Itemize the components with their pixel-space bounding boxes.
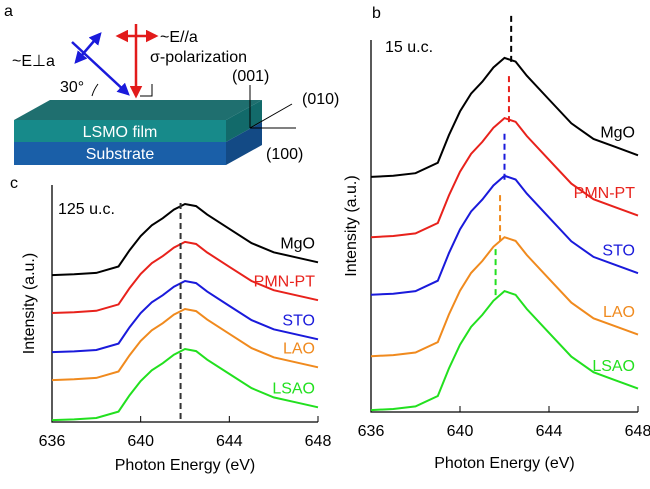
spectrum-line [51, 279, 319, 354]
axis-label: (001) [232, 68, 269, 85]
film-layer [14, 120, 226, 142]
spectrum-line [51, 347, 319, 422]
x-axis-label: Photon Energy (eV) [434, 455, 575, 472]
axis-line [249, 103, 293, 129]
x-tick-label: 648 [625, 423, 650, 440]
panel-label: c [10, 175, 18, 192]
e-perp-label: ~E⊥a [12, 53, 55, 70]
angle-arc [91, 83, 99, 97]
spectrum-line [370, 116, 639, 239]
series-label: PMN-PT [254, 273, 316, 290]
substrate-label: Substrate [86, 146, 155, 163]
right-angle [140, 84, 153, 97]
substrate-layer [14, 142, 226, 165]
series-label: PMN-PT [574, 185, 636, 202]
spectrum-line [370, 56, 639, 178]
film-label: LSMO film [83, 124, 158, 141]
spectrum-line [370, 289, 639, 412]
x-tick-label: 636 [39, 433, 66, 450]
axis-label: (010) [302, 91, 339, 108]
series-label: STO [602, 242, 635, 259]
diagram: a ~E⊥a 30° ~E//a σ-polarization (001) (0… [4, 3, 339, 165]
x-tick-label: 640 [127, 433, 154, 450]
y-axis-label: Intensity (a.u.) [21, 253, 38, 354]
spectrum-line [51, 202, 319, 277]
x-axis-label: Photon Energy (eV) [115, 457, 256, 474]
annotation: 15 u.c. [385, 39, 433, 56]
substrate-side [226, 122, 262, 165]
spectrum-line [51, 307, 319, 382]
film-side [226, 100, 262, 142]
series-label: LAO [603, 304, 635, 321]
e-perp-arrow [74, 32, 102, 64]
series-label: LAO [283, 340, 315, 357]
x-tick-label: 640 [447, 423, 474, 440]
series-label: MgO [600, 125, 635, 142]
y-axis-label: Intensity (a.u.) [343, 175, 360, 276]
spectrum-line [370, 174, 639, 296]
panel-label: b [372, 5, 381, 22]
axis-label: (100) [266, 146, 303, 163]
axis [370, 40, 638, 413]
x-tick-label: 636 [358, 423, 385, 440]
x-tick-label: 644 [536, 423, 563, 440]
spectrum-line [370, 236, 639, 358]
panel-label: a [4, 3, 13, 20]
annotation: 125 u.c. [58, 201, 115, 218]
polarization-label: σ-polarization [150, 49, 247, 66]
series-label: LSAO [272, 381, 315, 398]
series-label: LSAO [592, 358, 635, 375]
series-label: MgO [280, 235, 315, 252]
spectrum-line [51, 240, 319, 314]
slab-top [14, 100, 262, 120]
x-tick-label: 648 [305, 433, 332, 450]
angle-label: 30° [60, 79, 84, 96]
x-tick-label: 644 [216, 433, 243, 450]
e-par-label: ~E//a [160, 29, 198, 46]
series-label: STO [282, 313, 315, 330]
